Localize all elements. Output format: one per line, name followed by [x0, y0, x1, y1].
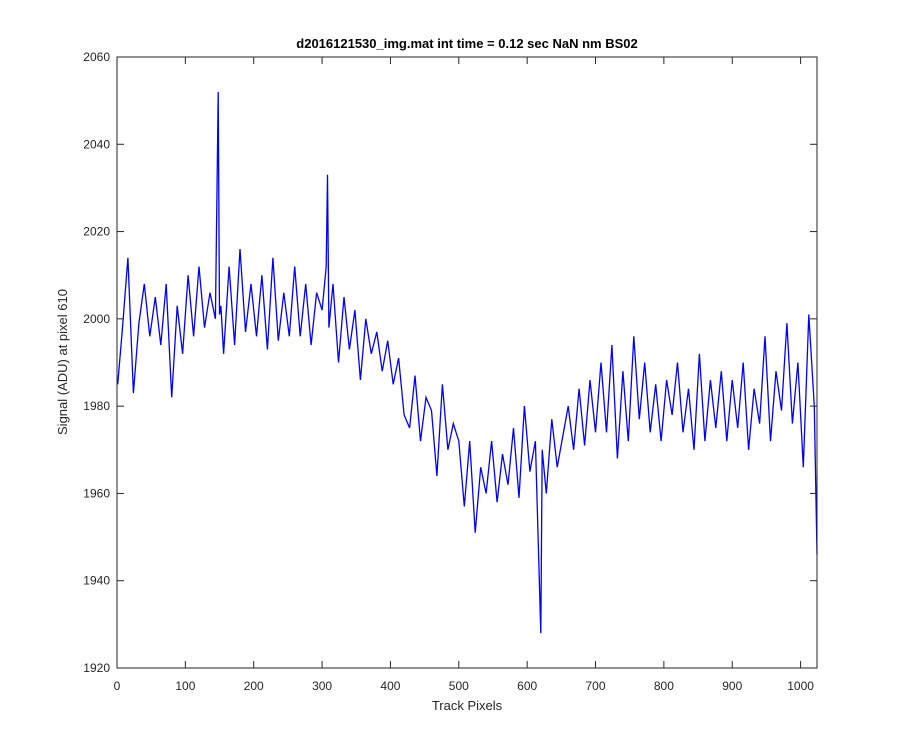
- y-axis-label: Signal (ADU) at pixel 610: [55, 289, 70, 435]
- y-tick-label: 1980: [83, 399, 110, 413]
- y-tick-label: 2000: [83, 312, 110, 326]
- plot-area: [117, 57, 817, 668]
- y-tick-label: 1960: [83, 486, 110, 500]
- x-tick-label: 1000: [787, 679, 814, 693]
- x-tick-label: 0: [114, 679, 121, 693]
- y-tick-label: 2020: [83, 225, 110, 239]
- x-tick-label: 900: [722, 679, 742, 693]
- y-tick-label: 2060: [83, 50, 110, 64]
- ticks-layer: 0 100 200 300 400 500 600 700 800 900 1000 1920 1940…: [83, 50, 817, 693]
- x-tick-label: 500: [449, 679, 469, 693]
- y-tick-label: 1940: [83, 574, 110, 588]
- x-tick-label: 800: [654, 679, 674, 693]
- signal-series-line: [117, 91, 818, 634]
- x-tick-label: 200: [244, 679, 264, 693]
- series-layer: [117, 91, 818, 634]
- x-tick-label: 700: [586, 679, 606, 693]
- x-tick-label: 300: [312, 679, 332, 693]
- y-tick-label: 1920: [83, 661, 110, 675]
- x-tick-label: 400: [380, 679, 400, 693]
- y-tick-label: 2040: [83, 137, 110, 151]
- axes-box: [116, 56, 818, 669]
- x-tick-label: 600: [517, 679, 537, 693]
- x-axis-label: Track Pixels: [432, 698, 503, 713]
- chart-title: d2016121530_img.mat int time = 0.12 sec …: [296, 36, 637, 51]
- x-tick-label: 100: [175, 679, 195, 693]
